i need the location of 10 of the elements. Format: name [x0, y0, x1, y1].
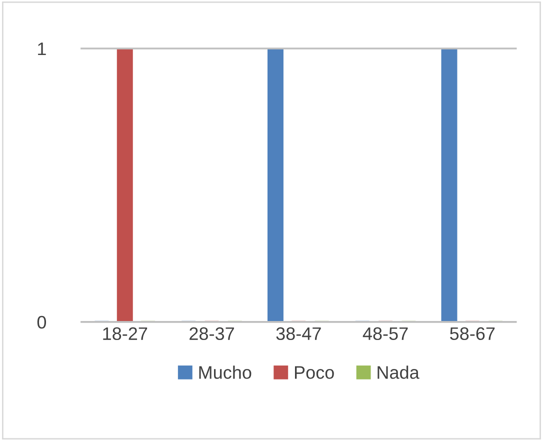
- x-tick-label: 38-47: [276, 327, 321, 340]
- x-tick-label: 58-67: [450, 327, 495, 340]
- legend-label: Poco: [295, 366, 334, 379]
- legend-label: Mucho: [199, 366, 252, 379]
- y-tick-label: 1: [38, 42, 46, 56]
- x-tick-label: 18-27: [103, 327, 148, 340]
- legend-label: Nada: [378, 366, 420, 379]
- x-tick-label: 48-57: [362, 327, 408, 340]
- y-tick-label: 0: [37, 316, 46, 329]
- x-tick-label: 28-37: [190, 327, 234, 340]
